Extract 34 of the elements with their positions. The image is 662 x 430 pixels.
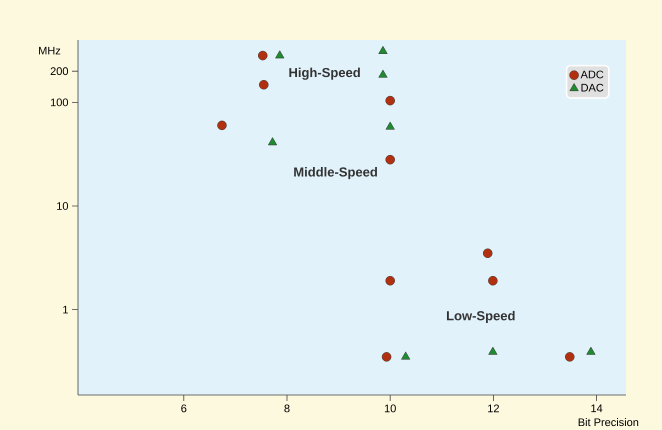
point (565, 352, 575, 362)
annotation: Low-Speed (446, 310, 515, 323)
point (275, 50, 284, 58)
legend-label: DAC (581, 84, 604, 92)
point (258, 50, 268, 60)
x-axis-title: Bit Precision (578, 418, 638, 426)
x-tick-label: 14 (591, 404, 602, 412)
x-tick-label: 6 (181, 404, 186, 412)
point (385, 96, 395, 106)
y-tick-label: 200 (50, 67, 68, 76)
point (386, 122, 395, 130)
point (268, 137, 278, 146)
point (378, 70, 388, 78)
annotation: Middle-Speed (294, 167, 377, 180)
point (385, 276, 395, 286)
point (382, 352, 392, 362)
y-axis-title: MHz (39, 46, 60, 54)
point (488, 276, 498, 286)
point (482, 248, 492, 258)
annotation: High-Speed (289, 68, 360, 80)
point (217, 120, 227, 130)
y-tick-label: 10 (57, 202, 68, 210)
point (488, 346, 498, 355)
point (259, 80, 269, 90)
x-tick-label: 12 (488, 404, 499, 412)
legend-label: ADC (580, 70, 604, 78)
point (385, 154, 395, 164)
x-tick-label: 8 (284, 404, 290, 412)
point (378, 46, 388, 54)
x-tick-label: 10 (384, 404, 396, 412)
y-tick-label: 1 (63, 306, 68, 314)
point (401, 352, 410, 360)
point (586, 346, 596, 355)
y-tick-label: 100 (50, 98, 68, 106)
